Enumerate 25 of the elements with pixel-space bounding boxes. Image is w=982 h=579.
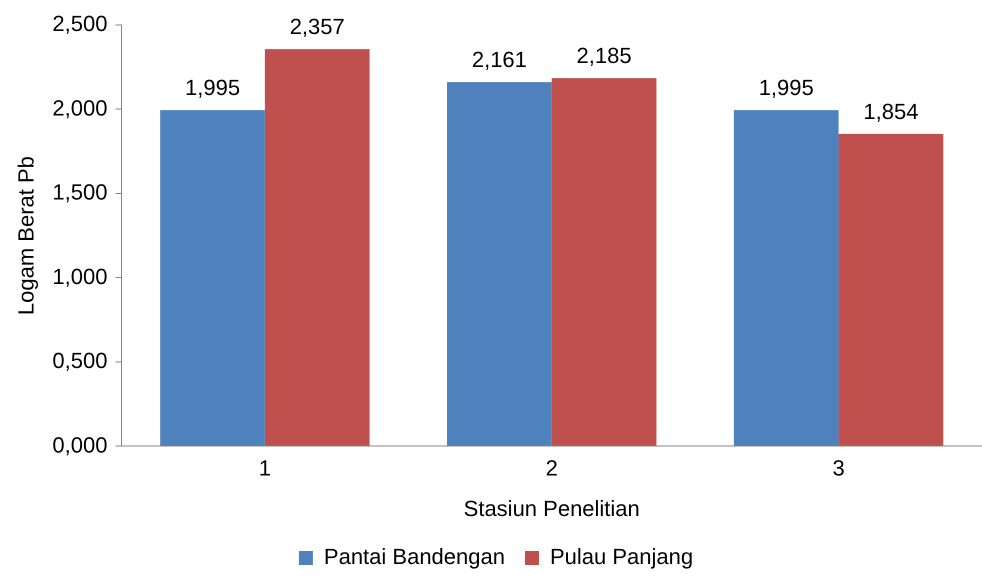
bar xyxy=(447,82,552,446)
data-label: 1,854 xyxy=(863,98,918,124)
y-tick-label: 2,000 xyxy=(52,95,108,120)
y-tick-label: 0,000 xyxy=(52,432,108,458)
data-label: 2,161 xyxy=(472,47,527,72)
legend-label: Pantai Bandengan xyxy=(324,544,505,570)
x-tick-label: 3 xyxy=(832,455,845,480)
x-tick-label: 1 xyxy=(258,455,272,480)
y-tick-label: 1,000 xyxy=(52,264,108,289)
bar xyxy=(160,110,265,446)
data-label: 1,995 xyxy=(184,75,240,100)
legend-label: Pulau Panjang xyxy=(550,544,694,570)
x-axis-title: Stasiun Penelitian xyxy=(464,496,640,521)
y-axis-title: Logam Berat Pb xyxy=(13,156,38,316)
bar xyxy=(264,49,370,446)
bar xyxy=(838,134,944,446)
data-label: 1,995 xyxy=(758,75,814,100)
x-tick-label: 2 xyxy=(546,455,558,480)
y-tick-label: 0,500 xyxy=(52,348,108,374)
data-label: 2,185 xyxy=(576,43,632,68)
y-tick-label: 2,500 xyxy=(52,11,108,36)
y-tick-label: 1,500 xyxy=(52,180,108,205)
bar xyxy=(734,110,839,446)
data-label: 2,357 xyxy=(290,14,345,40)
bar xyxy=(552,78,656,446)
